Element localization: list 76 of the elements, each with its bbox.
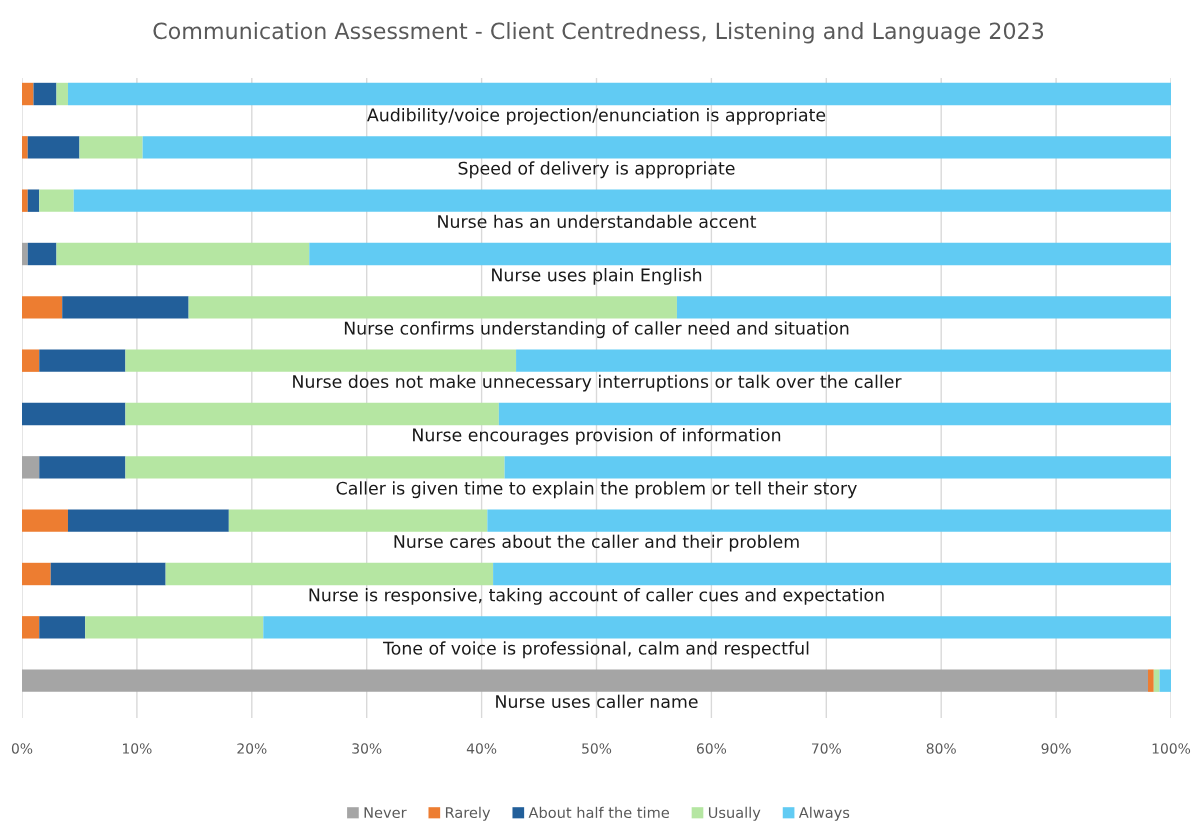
y-tick-label: Nurse has an understandable accent xyxy=(438,214,757,229)
bar xyxy=(39,189,74,212)
bar xyxy=(22,402,126,426)
y-tick-label: Nurse encourages provision of information xyxy=(413,428,781,445)
bar xyxy=(39,616,86,639)
x-tick-label: 60% xyxy=(696,743,727,754)
bar xyxy=(188,296,677,319)
bar xyxy=(1159,669,1171,692)
bar xyxy=(142,136,1171,159)
bar xyxy=(493,562,1171,586)
bar xyxy=(22,82,34,106)
y-tick-label: Nurse confirms understanding of caller need and situation xyxy=(344,321,849,339)
y-tick-label: Nurse uses caller name xyxy=(496,694,698,709)
bar xyxy=(498,402,1171,426)
bar xyxy=(67,509,229,532)
bar xyxy=(22,136,28,159)
legend-label: Never xyxy=(364,807,407,819)
legend-label: Rarely xyxy=(445,806,491,821)
bar xyxy=(56,82,68,106)
legend-label: About half the time xyxy=(528,806,669,819)
bar xyxy=(79,136,143,159)
bar xyxy=(22,669,1149,692)
bar xyxy=(516,349,1171,372)
bar xyxy=(125,402,499,426)
bar xyxy=(22,616,40,639)
x-tick-label: 30% xyxy=(352,743,382,754)
bar xyxy=(22,349,40,372)
bar xyxy=(27,242,57,266)
bar xyxy=(22,456,40,479)
y-tick-label: Nurse cares about the caller and their problem xyxy=(394,534,799,552)
bar xyxy=(504,456,1171,479)
bar xyxy=(39,456,126,479)
bar xyxy=(1148,669,1154,692)
bar xyxy=(85,616,264,639)
bar xyxy=(125,456,505,479)
x-tick-label: 0% xyxy=(11,743,33,754)
chart-title: Communication Assessment - Client Centredness, Listening and Language 2023 xyxy=(153,22,1044,44)
y-tick-label: Audibility/voice projection/enunciation is appropriate xyxy=(367,108,826,125)
x-tick-label: 40% xyxy=(466,743,497,754)
y-tick-label: Nurse uses plain English xyxy=(492,268,702,285)
bar xyxy=(125,349,517,372)
bar xyxy=(50,562,166,586)
y-tick-label: Nurse does not make unnecessary interruptions or talk over the caller xyxy=(293,374,902,392)
y-tick-label: Nurse is responsive, taking account of caller cues and expectation xyxy=(309,588,884,605)
bar xyxy=(309,242,1171,266)
x-tick-label: 10% xyxy=(122,743,152,754)
x-tick-label: 20% xyxy=(237,743,267,754)
bar xyxy=(1153,669,1160,692)
x-tick-label: 70% xyxy=(812,743,841,754)
y-tick-label: Caller is given time to explain the problem or tell their story xyxy=(336,481,857,499)
x-tick-label: 80% xyxy=(926,743,956,754)
bar xyxy=(56,242,310,266)
bar xyxy=(22,296,63,319)
bar xyxy=(22,509,68,532)
bar xyxy=(22,562,51,586)
bar xyxy=(228,509,488,532)
legend-label: Usually xyxy=(708,806,761,821)
bar xyxy=(487,509,1171,532)
bar xyxy=(22,242,28,266)
bar xyxy=(39,349,126,372)
y-tick-label: Tone of voice is professional, calm and respectful xyxy=(383,641,809,659)
bar xyxy=(62,296,189,319)
x-tick-label: 50% xyxy=(582,743,612,754)
bar xyxy=(33,82,57,106)
bar xyxy=(27,136,80,159)
bar xyxy=(67,82,1171,106)
bar xyxy=(263,616,1171,639)
legend-label: Always xyxy=(798,806,850,821)
bar xyxy=(27,189,40,212)
x-tick-label: 90% xyxy=(1041,743,1071,754)
y-tick-label: Speed of delivery is appropriate xyxy=(458,161,735,179)
bar xyxy=(22,189,28,212)
bar xyxy=(676,296,1171,319)
bar xyxy=(165,562,494,586)
x-tick-label: 100% xyxy=(1152,743,1191,754)
bar xyxy=(73,189,1171,212)
